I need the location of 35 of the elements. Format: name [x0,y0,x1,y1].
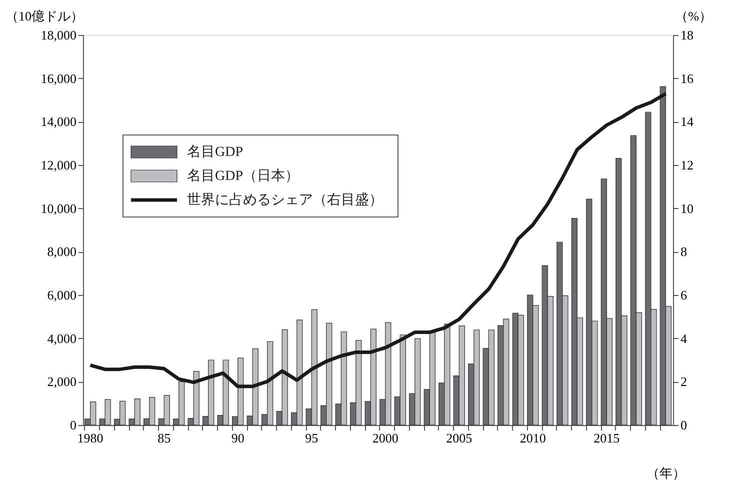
y-axis-title: （10億ドル） [6,8,84,24]
x-tick-label: 1980 [77,430,104,446]
y2-tick-label: 6 [680,288,688,302]
y2-tick-label: 16 [680,70,694,86]
y-tick-label: 8,000 [47,244,76,260]
y2-axis-title: （%） [675,8,712,24]
y-tick-label: 18,000 [40,28,76,42]
x-tick-label: 85 [158,430,171,446]
y2-tick-label: 18 [680,28,694,42]
y-tick-label: 4,000 [47,330,76,346]
y2-tick-label: 2 [680,374,687,390]
y2-tick-label: 12 [680,158,694,172]
y-tick-label: 12,000 [40,158,76,172]
y2-tick-label: 10 [680,200,694,216]
line-series [88,92,668,388]
x-tick-label: 95 [305,430,318,446]
y-tick-label: 6,000 [47,288,76,302]
y2-tick-label: 8 [680,244,687,260]
legend-label: 世界に占めるシェア（右目盛） [187,192,383,208]
y2-tick-label: 4 [680,330,688,346]
x-tick-label: 90 [231,430,244,446]
legend-label: 名目GDP [187,144,244,160]
y2-tick-label: 14 [680,114,694,130]
y-tick-label: 10,000 [40,200,76,216]
legend-label: 名目GDP（日本） [187,168,300,184]
y-tick-label: 14,000 [40,114,76,130]
x-tick-label: 2010 [520,430,546,446]
y-tick-label: 16,000 [40,70,76,86]
x-tick-label: 2005 [446,430,472,446]
y-tick-label: 0 [70,418,76,432]
y-tick-label: 2,000 [47,374,76,390]
x-tick-label: 2015 [594,430,620,446]
x-axis-title: （年） [646,466,686,480]
y2-tick-label: 0 [680,418,687,432]
x-tick-label: 2000 [372,430,398,446]
